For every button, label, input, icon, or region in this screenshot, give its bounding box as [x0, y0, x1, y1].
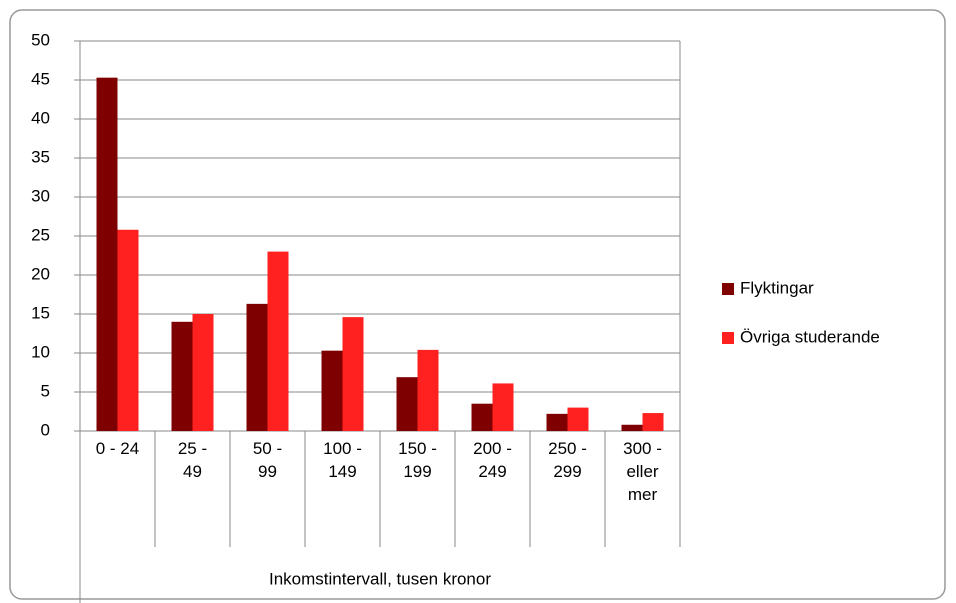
x-tick-label: 100 - 149 — [323, 439, 362, 481]
x-tick-label: 150 - 199 — [398, 439, 437, 481]
bar — [117, 229, 139, 431]
y-tick-label: 25 — [31, 225, 50, 244]
x-tick-label: 300 - eller mer — [623, 439, 662, 504]
bar — [96, 77, 118, 431]
bar — [417, 349, 439, 431]
x-tick-label-box: 300 - eller mer — [623, 439, 662, 504]
x-tick-label: 200 - 249 — [473, 439, 512, 481]
x-tick-label-box: 50 - 99 — [252, 439, 283, 481]
y-tick-label: 5 — [41, 381, 50, 400]
chart-border — [9, 9, 946, 600]
y-tick-label: 15 — [31, 303, 50, 322]
x-tick-label-box: 150 - 199 — [398, 439, 437, 481]
x-tick-label: 0 - 24 — [95, 439, 140, 458]
x-tick-label-box: 100 - 149 — [323, 439, 362, 481]
legend-swatch — [722, 332, 734, 344]
y-tick-label: 50 — [31, 30, 50, 49]
bar — [471, 403, 493, 431]
y-tick-label: 40 — [31, 108, 50, 127]
x-tick-label: 25 - 49 — [177, 439, 208, 481]
y-tick-label: 35 — [31, 147, 50, 166]
y-tick-label: 45 — [31, 69, 50, 88]
x-tick-label: 50 - 99 — [252, 439, 283, 481]
bar — [171, 321, 193, 431]
bar — [492, 383, 514, 431]
y-tick-label: 30 — [31, 186, 50, 205]
legend-label: Övriga studerande — [740, 327, 880, 346]
bar — [192, 314, 214, 431]
bar — [267, 251, 289, 431]
x-tick-label: 250 - 299 — [548, 439, 587, 481]
bar — [246, 303, 268, 431]
y-tick-label: 10 — [31, 342, 50, 361]
legend-swatch — [722, 283, 734, 295]
bar — [342, 317, 364, 431]
y-tick-label: 20 — [31, 264, 50, 283]
y-tick-label: 0 — [41, 420, 50, 439]
bar — [396, 377, 418, 431]
bar — [546, 413, 568, 431]
x-tick-label-box: 25 - 49 — [177, 439, 208, 481]
x-tick-label-box: 250 - 299 — [548, 439, 587, 481]
x-tick-label-box: 0 - 24 — [95, 439, 140, 458]
bar — [621, 424, 643, 431]
bar — [567, 407, 589, 431]
legend-label: Flyktingar — [740, 278, 814, 297]
x-axis-title: Inkomstintervall, tusen kronor — [269, 569, 491, 588]
bar — [321, 350, 343, 431]
x-tick-label-box: 200 - 249 — [473, 439, 512, 481]
bar — [642, 413, 664, 431]
